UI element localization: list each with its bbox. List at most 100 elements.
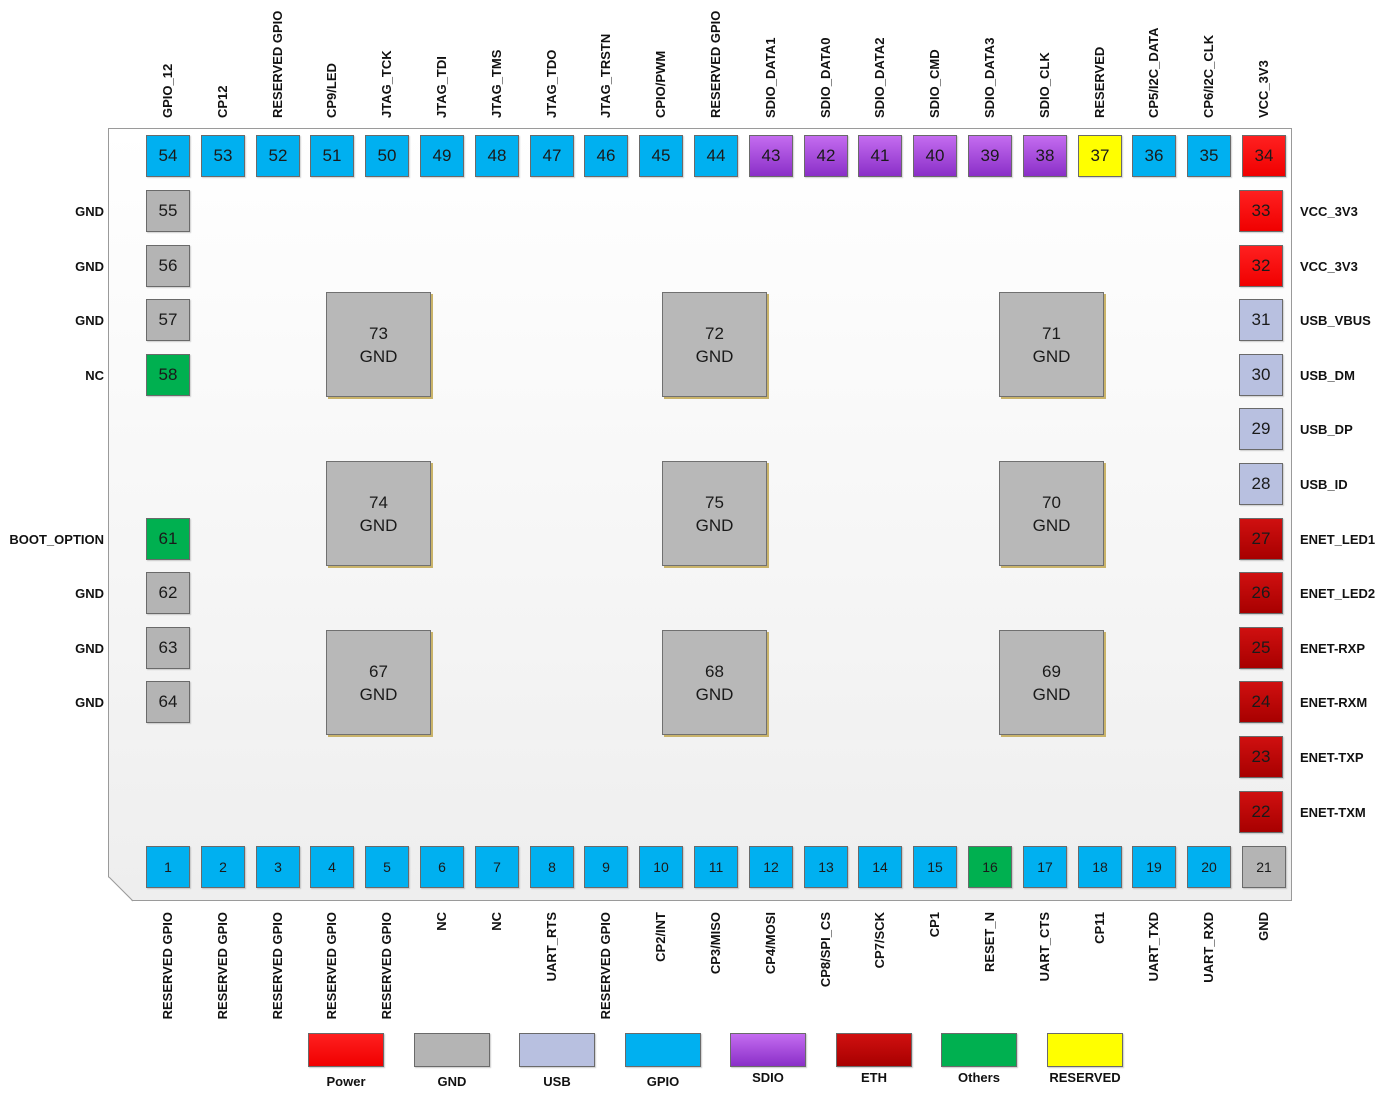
pin-label-23: ENET-TXP (1300, 750, 1364, 765)
center-pad-number: 74 (369, 492, 388, 512)
center-pad-67: 67 GND (326, 630, 431, 735)
pin-label-57: GND (75, 313, 104, 328)
pin-28: 28 (1239, 463, 1283, 505)
legend-swatch-sdio (730, 1033, 806, 1067)
pin-4: 4 (310, 846, 354, 888)
pin-label-10: CP2/INT (653, 912, 668, 962)
pin-42: 42 (804, 135, 848, 177)
pin-31: 31 (1239, 299, 1283, 341)
legend-label-sdio: SDIO (752, 1070, 784, 1085)
pin-17: 17 (1023, 846, 1067, 888)
pin-2: 2 (201, 846, 245, 888)
pin-19: 19 (1132, 846, 1176, 888)
pin-14: 14 (858, 846, 902, 888)
center-pad-68: 68 GND (662, 630, 767, 735)
pin-label-42: SDIO_DATA0 (818, 37, 833, 118)
pin-label-48: JTAG_TMS (489, 49, 504, 118)
pin-label-11: CP3/MISO (708, 912, 723, 975)
pin-1: 1 (146, 846, 190, 888)
pin-43: 43 (749, 135, 793, 177)
pin-label-58: NC (85, 368, 104, 383)
pin-label-41: SDIO_DATA2 (872, 37, 887, 118)
pin-label-6: NC (434, 912, 449, 931)
pin-11: 11 (694, 846, 738, 888)
center-pad-label: GND (1032, 346, 1071, 366)
pin-label-44: RESERVED GPIO (708, 10, 723, 118)
pin-5: 5 (365, 846, 409, 888)
pin-label-9: RESERVED GPIO (598, 912, 613, 1020)
center-pad-number: 71 (1042, 323, 1061, 343)
center-pad-label: GND (1032, 684, 1071, 704)
pin-label-25: ENET-RXP (1300, 641, 1366, 656)
center-pad-number: 75 (705, 492, 724, 512)
pin-label-26: ENET_LED2 (1300, 586, 1376, 601)
pin-21: 21 (1242, 846, 1286, 888)
legend-label-power: Power (326, 1074, 366, 1089)
center-pad-75: 75 GND (662, 461, 767, 566)
pin-37: 37 (1078, 135, 1122, 177)
pin-24: 24 (1239, 681, 1283, 723)
pin-label-5: RESERVED GPIO (379, 912, 394, 1020)
center-pad-label: GND (1032, 515, 1071, 535)
center-pad-label: GND (695, 346, 734, 366)
pin-62: 62 (146, 572, 190, 614)
pin-label-13: CP8/SPI_CS (818, 912, 833, 988)
pin-15: 15 (913, 846, 957, 888)
pin-26: 26 (1239, 572, 1283, 614)
pin-57: 57 (146, 299, 190, 341)
pin-10: 10 (639, 846, 683, 888)
center-pad-number: 73 (369, 323, 388, 343)
pin-64: 64 (146, 681, 190, 723)
legend-swatch-gnd (414, 1033, 490, 1067)
pin-40: 40 (913, 135, 957, 177)
pin-52: 52 (256, 135, 300, 177)
pin-50: 50 (365, 135, 409, 177)
center-pad-label: GND (359, 684, 398, 704)
pin-label-4: RESERVED GPIO (324, 912, 339, 1020)
pin-16: 16 (968, 846, 1012, 888)
pin-47: 47 (530, 135, 574, 177)
pin-18: 18 (1078, 846, 1122, 888)
pin-label-62: GND (75, 586, 104, 601)
pin-41: 41 (858, 135, 902, 177)
pin-61: 61 (146, 518, 190, 560)
pin-label-17: UART_CTS (1037, 912, 1052, 982)
pin-label-55: GND (75, 204, 104, 219)
pin-3: 3 (256, 846, 300, 888)
pin-38: 38 (1023, 135, 1067, 177)
pin-label-14: CP7/SCK (872, 912, 887, 969)
center-pad-number: 72 (705, 323, 724, 343)
legend-label-gpio: GPIO (646, 1074, 680, 1089)
center-pad-number: 67 (369, 661, 388, 681)
pin-label-35: CP6/I2C_CLK (1201, 34, 1216, 118)
pin-7: 7 (475, 846, 519, 888)
center-pad-73: 73 GND (326, 292, 431, 397)
pin-29: 29 (1239, 408, 1283, 450)
pin-6: 6 (420, 846, 464, 888)
pin-label-30: USB_DM (1300, 368, 1355, 383)
center-pad-number: 68 (705, 661, 724, 681)
pin-label-64: GND (75, 695, 104, 710)
pin-label-24: ENET-RXM (1300, 695, 1368, 710)
legend-swatch-eth (836, 1033, 912, 1067)
pin-25: 25 (1239, 627, 1283, 669)
center-pad-label: GND (695, 515, 734, 535)
legend-swatch-others (941, 1033, 1017, 1067)
pin-label-39: SDIO_DATA3 (982, 37, 997, 118)
legend-swatch-power (308, 1033, 384, 1067)
pin-33: 33 (1239, 190, 1283, 232)
pin-label-19: UART_TXD (1146, 912, 1161, 982)
center-pad-number: 69 (1042, 661, 1061, 681)
pin-54: 54 (146, 135, 190, 177)
pin-8: 8 (530, 846, 574, 888)
legend-swatch-gpio (625, 1033, 701, 1067)
pin-56: 56 (146, 245, 190, 287)
pin-23: 23 (1239, 736, 1283, 778)
legend-label-others: Others (958, 1070, 1000, 1085)
legend-swatch-usb (519, 1033, 595, 1067)
pin-label-20: UART_RXD (1201, 912, 1216, 983)
pin-label-43: SDIO_DATA1 (763, 37, 778, 118)
center-pad-70: 70 GND (999, 461, 1104, 566)
pin-44: 44 (694, 135, 738, 177)
center-pad-69: 69 GND (999, 630, 1104, 735)
